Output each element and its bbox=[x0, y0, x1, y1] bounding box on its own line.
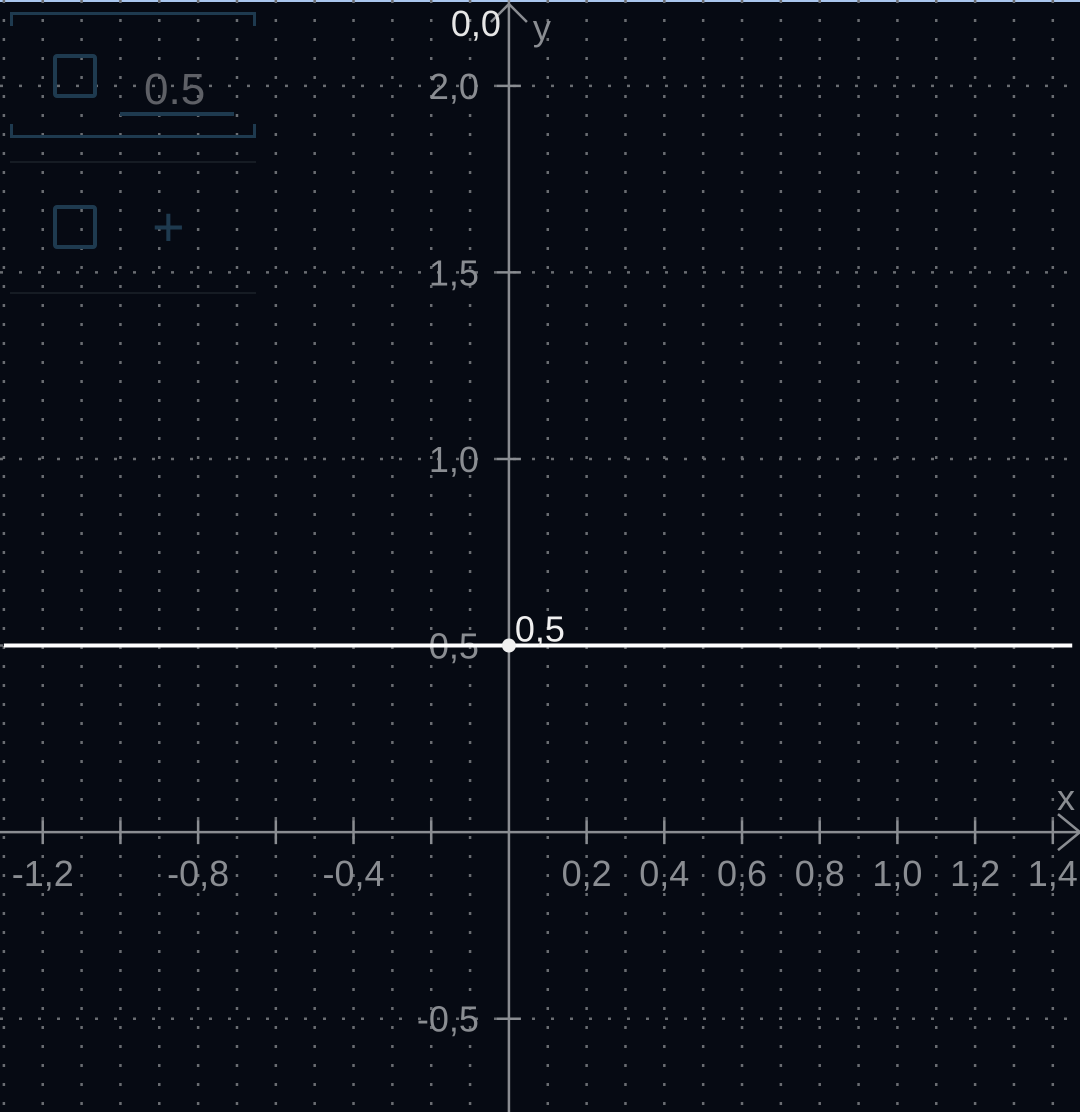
y-tick-label: -0,5 bbox=[417, 999, 479, 1040]
x-tick-label: 1,0 bbox=[872, 853, 922, 894]
bracket bbox=[253, 124, 256, 138]
x-tick-label: 1,2 bbox=[950, 853, 1000, 894]
expression-visibility-checkbox[interactable] bbox=[53, 205, 97, 249]
point-marker bbox=[501, 638, 516, 653]
plus-icon[interactable]: + bbox=[152, 195, 185, 258]
x-axis-arrow-icon bbox=[1057, 813, 1080, 852]
x-tick-label: 0,2 bbox=[562, 853, 612, 894]
x-tick-label: 0,8 bbox=[795, 853, 845, 894]
y-tick-label: 2,0 bbox=[429, 66, 479, 107]
x-tick-label: -1,2 bbox=[12, 853, 74, 894]
y-axis-arrow-icon bbox=[490, 2, 528, 23]
expression-row-1[interactable]: 0.5 bbox=[10, 12, 256, 138]
origin-label: 0,0 bbox=[451, 3, 501, 44]
expression-row-new[interactable]: + bbox=[10, 161, 256, 294]
window-top-edge bbox=[0, 0, 1080, 2]
input-underline bbox=[120, 112, 234, 116]
y-tick-label: 1,0 bbox=[429, 439, 479, 480]
bracket bbox=[10, 124, 13, 138]
x-tick-label: 0,4 bbox=[639, 853, 689, 894]
x-axis-label: x bbox=[1057, 777, 1075, 818]
expression-visibility-checkbox[interactable] bbox=[53, 54, 97, 98]
x-tick-label: -0,4 bbox=[323, 853, 385, 894]
x-tick-label: 1,4 bbox=[1028, 853, 1078, 894]
expression-input[interactable]: 0.5 bbox=[144, 65, 206, 114]
x-tick-label: -0,8 bbox=[167, 853, 229, 894]
x-tick-label: 0,6 bbox=[717, 853, 767, 894]
point-label: 0,5 bbox=[515, 609, 565, 650]
y-tick-label: 1,5 bbox=[429, 252, 479, 293]
y-axis-label: y bbox=[533, 7, 551, 48]
